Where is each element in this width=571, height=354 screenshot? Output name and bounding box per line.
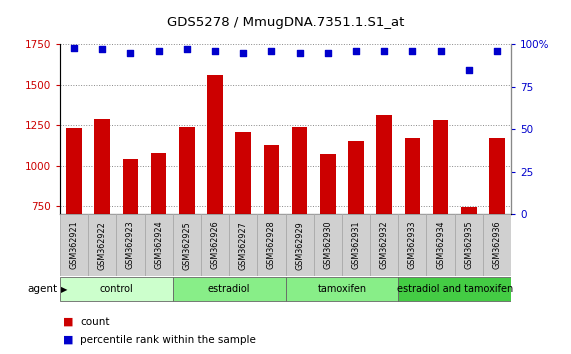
Bar <box>483 214 511 276</box>
Point <box>154 48 163 54</box>
Bar <box>235 132 251 214</box>
Point <box>380 48 389 54</box>
Bar <box>342 214 370 276</box>
Text: GDS5278 / MmugDNA.7351.1.S1_at: GDS5278 / MmugDNA.7351.1.S1_at <box>167 16 404 29</box>
Bar <box>405 138 420 214</box>
Bar <box>348 141 364 214</box>
Point <box>323 50 332 56</box>
Text: GSM362923: GSM362923 <box>126 221 135 269</box>
Text: tamoxifen: tamoxifen <box>317 284 367 294</box>
Text: GSM362934: GSM362934 <box>436 221 445 269</box>
Bar <box>489 138 505 214</box>
Text: GSM362932: GSM362932 <box>380 221 389 269</box>
Point <box>182 46 191 52</box>
Point <box>239 50 248 56</box>
Text: GSM362935: GSM362935 <box>464 221 473 269</box>
Bar <box>313 214 342 276</box>
Text: estradiol and tamoxifen: estradiol and tamoxifen <box>396 284 513 294</box>
Bar <box>144 214 173 276</box>
Point <box>436 48 445 54</box>
Point <box>295 50 304 56</box>
Bar <box>376 115 392 214</box>
Point <box>126 50 135 56</box>
Point <box>211 48 220 54</box>
Bar <box>229 214 258 276</box>
Text: GSM362930: GSM362930 <box>323 221 332 269</box>
Bar <box>60 278 173 301</box>
Bar <box>399 214 427 276</box>
Bar <box>286 278 399 301</box>
Text: GSM362924: GSM362924 <box>154 221 163 269</box>
Text: agent: agent <box>27 284 57 295</box>
Bar <box>320 154 336 214</box>
Point <box>492 48 501 54</box>
Bar <box>123 159 138 214</box>
Text: percentile rank within the sample: percentile rank within the sample <box>80 335 256 345</box>
Bar <box>94 119 110 214</box>
Bar <box>258 214 286 276</box>
Point <box>267 48 276 54</box>
Bar <box>455 214 483 276</box>
Text: GSM362926: GSM362926 <box>211 221 219 269</box>
Point <box>464 67 473 73</box>
Bar <box>207 75 223 214</box>
Bar <box>370 214 399 276</box>
Bar <box>286 214 313 276</box>
Bar <box>179 127 195 214</box>
Text: GSM362931: GSM362931 <box>352 221 360 269</box>
Bar <box>427 214 455 276</box>
Bar <box>66 129 82 214</box>
Bar <box>264 144 279 214</box>
Bar <box>461 207 477 214</box>
Bar <box>151 153 166 214</box>
Point <box>408 48 417 54</box>
Point <box>351 48 360 54</box>
Bar <box>399 278 511 301</box>
Text: GSM362929: GSM362929 <box>295 221 304 269</box>
Bar <box>173 278 286 301</box>
Point <box>98 46 107 52</box>
Text: GSM362933: GSM362933 <box>408 221 417 269</box>
Text: GSM362925: GSM362925 <box>182 221 191 269</box>
Text: GSM362922: GSM362922 <box>98 221 107 269</box>
Text: ▶: ▶ <box>61 285 67 294</box>
Text: ■: ■ <box>63 317 73 327</box>
Text: GSM362927: GSM362927 <box>239 221 248 269</box>
Bar <box>88 214 116 276</box>
Point <box>70 45 79 51</box>
Text: estradiol: estradiol <box>208 284 250 294</box>
Bar <box>433 120 448 214</box>
Bar <box>173 214 201 276</box>
Bar <box>116 214 144 276</box>
Bar <box>201 214 229 276</box>
Bar <box>60 214 88 276</box>
Text: control: control <box>99 284 133 294</box>
Bar <box>292 127 307 214</box>
Text: GSM362936: GSM362936 <box>492 221 501 269</box>
Text: GSM362921: GSM362921 <box>70 221 79 269</box>
Text: GSM362928: GSM362928 <box>267 221 276 269</box>
Text: count: count <box>80 317 110 327</box>
Text: ■: ■ <box>63 335 73 345</box>
